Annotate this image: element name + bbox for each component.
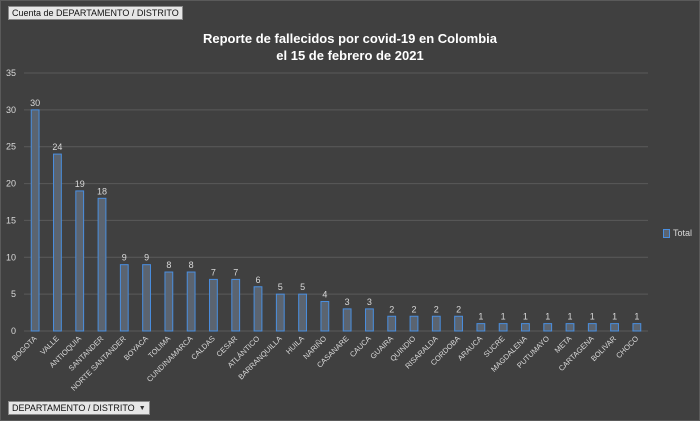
- data-label: 4: [322, 290, 327, 300]
- x-tick-label: BOYACA: [122, 334, 150, 362]
- chart-subtitle: el 15 de febrero de 2021: [276, 48, 424, 63]
- data-label: 1: [634, 312, 639, 322]
- x-tick-label: CALDAS: [189, 334, 217, 362]
- y-tick-label: 10: [6, 252, 16, 262]
- data-label: 9: [122, 253, 127, 263]
- bar: [75, 190, 85, 332]
- data-label: 8: [166, 260, 171, 270]
- chart-title: Reporte de fallecidos por covid-19 en Co…: [202, 31, 497, 46]
- bar: [387, 315, 397, 332]
- data-label: 1: [501, 312, 506, 322]
- x-tick-label: CHOCO: [614, 334, 640, 360]
- bar: [543, 323, 553, 332]
- data-label: 19: [75, 179, 85, 189]
- data-label: 1: [478, 312, 483, 322]
- bar: [454, 315, 463, 332]
- x-tick-label: META: [553, 334, 574, 355]
- data-label: 30: [30, 98, 40, 108]
- x-tick-label: BOLIVAR: [589, 334, 618, 363]
- dropdown-arrow-icon: ▼: [138, 404, 146, 412]
- bar: [409, 315, 419, 332]
- data-label: 1: [567, 312, 572, 322]
- y-tick-label: 15: [6, 215, 16, 225]
- bar: [610, 323, 619, 332]
- bar: [275, 293, 285, 332]
- y-tick-label: 0: [11, 326, 16, 336]
- data-label: 9: [144, 253, 149, 263]
- y-tick-label: 30: [6, 105, 16, 115]
- bar: [521, 323, 530, 332]
- bar: [431, 315, 441, 332]
- y-tick-label: 20: [6, 179, 16, 189]
- axis-field-button[interactable]: DEPARTAMENTO / DISTRITO ▼: [8, 401, 150, 415]
- data-label: 2: [411, 304, 416, 314]
- bar: [365, 308, 374, 332]
- bar: [320, 301, 330, 332]
- x-tick-label: ARAUCA: [456, 334, 484, 362]
- bar: [298, 293, 307, 332]
- bar: [142, 264, 151, 332]
- y-tick-label: 5: [11, 289, 16, 299]
- bar: [632, 323, 642, 332]
- data-label: 24: [52, 142, 62, 152]
- bar: [119, 264, 129, 332]
- bar: [209, 278, 218, 332]
- data-label: 6: [255, 275, 260, 285]
- data-label: 1: [590, 312, 595, 322]
- bar: [565, 323, 575, 332]
- bar: [30, 109, 40, 332]
- bar: [253, 286, 263, 332]
- x-tick-label: BOGOTA: [10, 334, 39, 363]
- legend-swatch: [663, 228, 670, 238]
- bar: [342, 308, 352, 332]
- y-tick-label: 35: [6, 68, 16, 78]
- bar: [231, 278, 241, 332]
- data-label: 7: [211, 267, 216, 277]
- bar: [587, 323, 597, 332]
- y-tick-label: 25: [6, 142, 16, 152]
- bar: [498, 323, 508, 332]
- data-label: 3: [367, 297, 372, 307]
- data-label: 2: [456, 304, 461, 314]
- legend-label: Total: [673, 228, 693, 238]
- legend: Total: [663, 228, 692, 238]
- data-label: 5: [300, 282, 305, 292]
- bar: [53, 153, 62, 332]
- bar: [476, 323, 486, 332]
- data-label: 8: [189, 260, 194, 270]
- data-label: 5: [278, 282, 283, 292]
- data-label: 2: [389, 304, 394, 314]
- bar: [186, 271, 196, 332]
- data-label: 7: [233, 267, 238, 277]
- data-label: 18: [97, 186, 107, 196]
- data-label: 3: [345, 297, 350, 307]
- data-label: 1: [545, 312, 550, 322]
- data-label: 2: [434, 304, 439, 314]
- data-label: 1: [523, 312, 528, 322]
- values-field-button[interactable]: Cuenta de DEPARTAMENTO / DISTRITO: [8, 6, 183, 20]
- axis-field-label: DEPARTAMENTO / DISTRITO: [12, 403, 135, 413]
- data-label: 1: [612, 312, 617, 322]
- bar: [164, 271, 174, 332]
- bar: [97, 197, 107, 332]
